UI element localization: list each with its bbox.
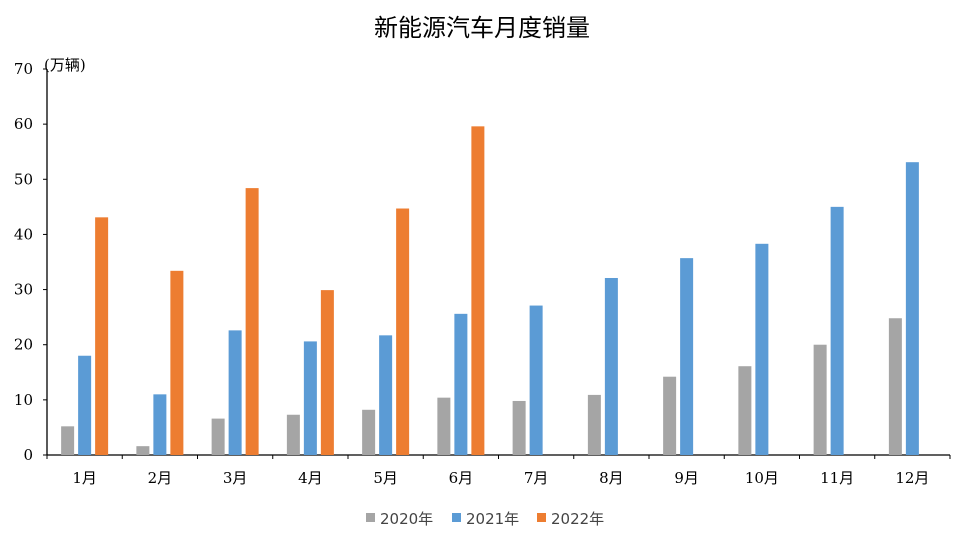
x-tick-label: 3月 [223,469,248,487]
bar-2020年-11月 [813,344,827,455]
y-tick-label: 70 [14,60,33,78]
chart-title: 新能源汽车月度销量 [374,14,590,42]
bar-2021年-7月 [529,305,543,455]
x-axis: 1月 2月 3月 4月 5月 6月 7月 8月 9月 10月 11月 12月 [46,455,951,487]
bar-2022年-1月 [95,217,109,455]
bar-2021年-9月 [680,258,694,455]
bar-2021年-5月 [379,335,393,455]
bar-2021年-6月 [454,313,468,455]
x-tick-label: 11月 [820,469,854,487]
x-tick-label: 8月 [599,469,624,487]
bar-2022年-4月 [320,290,334,455]
bar-2022年-5月 [396,208,410,455]
legend-label: 2022年 [551,510,604,528]
bar-2021年-12月 [905,162,919,456]
legend-swatch-2022年 [537,513,546,522]
legend-swatch-2020年 [366,513,375,522]
y-axis-unit-label: (万辆) [44,56,86,74]
y-axis: 0 10 20 30 40 50 60 70 [14,60,47,464]
bar-2021年-8月 [604,277,618,455]
bar-2020年-3月 [211,418,225,455]
bar-2021年-10月 [755,243,769,455]
x-tick-label: 7月 [524,469,549,487]
y-tick-label: 0 [23,446,33,464]
y-tick-label: 40 [14,225,33,243]
bar-2020年-8月 [587,394,601,455]
x-tick-label: 10月 [745,469,779,487]
legend-swatch-2021年 [452,513,461,522]
bar-2020年-5月 [362,409,376,455]
y-tick-label: 60 [14,115,33,133]
bar-2020年-7月 [512,400,526,455]
bar-2021年-11月 [830,206,844,455]
bar-2022年-6月 [471,126,485,455]
y-tick-label: 20 [14,336,33,354]
y-tick-label: 50 [14,170,33,188]
bar-2020年-1月 [61,426,75,455]
bar-2020年-10月 [738,366,752,455]
bar-2020年-2月 [136,446,150,455]
x-tick-label: 2月 [148,469,173,487]
y-tick-label: 10 [14,391,33,409]
x-tick-label: 9月 [674,469,699,487]
y-tick-label: 30 [14,281,33,299]
bar-2020年-4月 [286,414,300,455]
bars [61,126,919,456]
x-tick-label: 12月 [895,469,929,487]
bar-2022年-2月 [170,270,184,455]
bar-2020年-9月 [663,376,677,455]
bar-2020年-6月 [437,397,451,455]
legend-label: 2020年 [380,510,433,528]
legend-label: 2021年 [466,510,519,528]
x-tick-label: 4月 [298,469,323,487]
x-tick-label: 1月 [72,469,97,487]
x-tick-label: 6月 [449,469,474,487]
legend: 2020年 2021年 2022年 [366,510,604,528]
bar-2022年-3月 [245,188,259,455]
bar-2021年-2月 [153,394,167,455]
bar-2021年-4月 [303,341,317,455]
bar-2021年-1月 [78,355,92,455]
x-tick-label: 5月 [373,469,398,487]
bar-2020年-12月 [888,318,902,455]
bar-2021年-3月 [228,330,242,455]
